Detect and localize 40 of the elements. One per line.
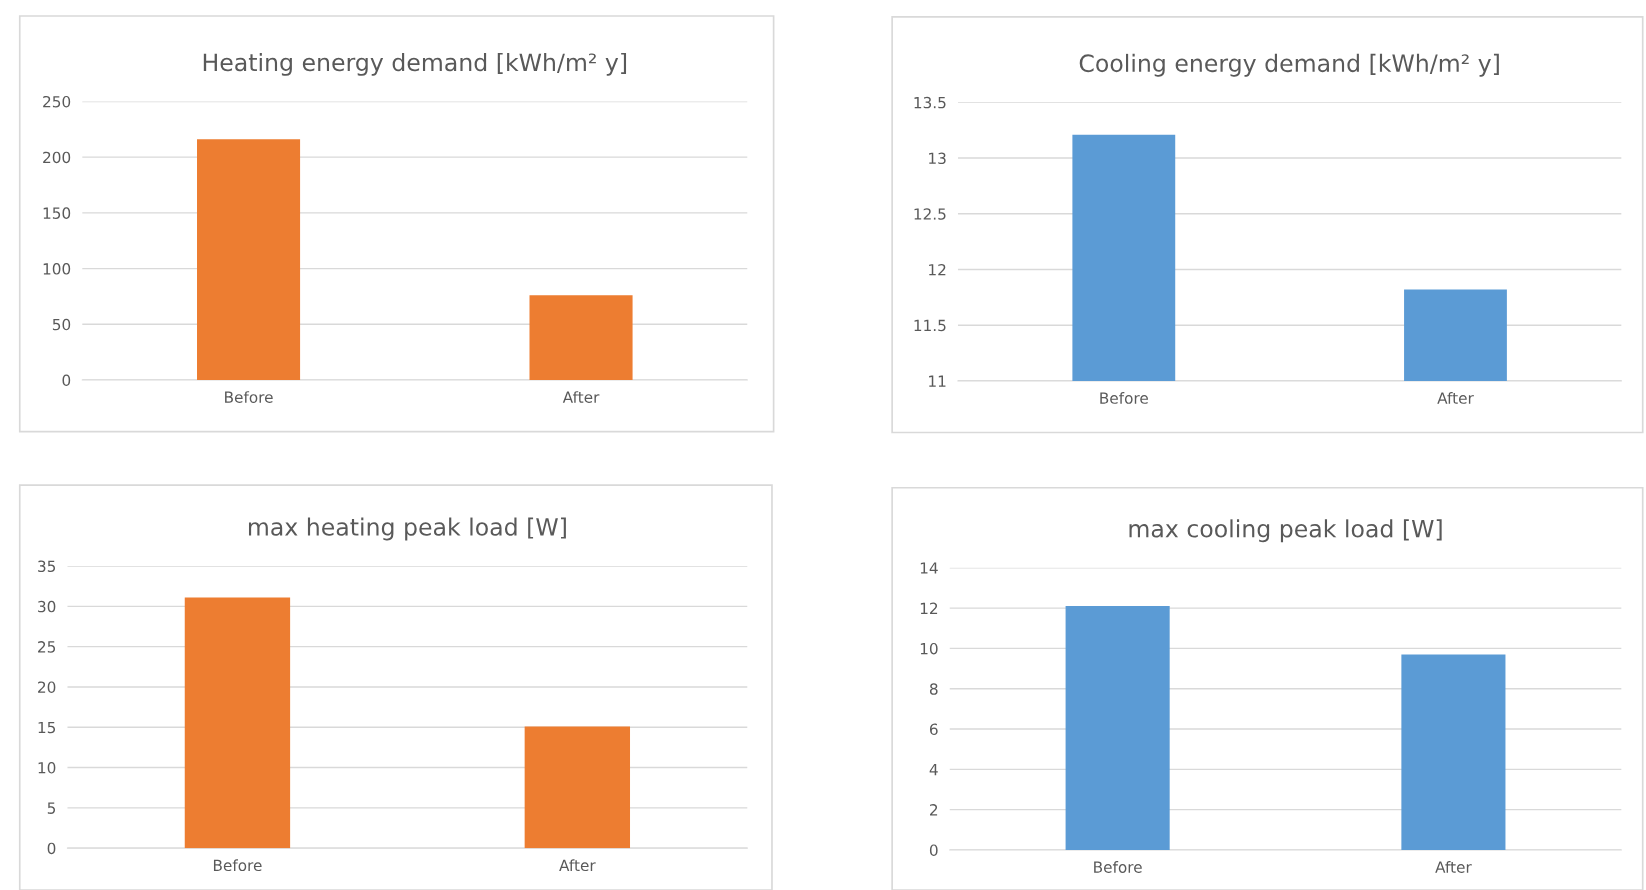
x-tick-label: Before <box>1100 392 1148 404</box>
chart-title: max cooling peak load [W] <box>1129 519 1442 543</box>
x-tick-label: After <box>1435 861 1472 873</box>
y-tick-label: 250 <box>43 95 71 108</box>
y-tick-label: 100 <box>43 263 71 275</box>
x-tick-label: After <box>559 859 596 872</box>
y-tick-label: 30 <box>38 600 56 613</box>
y-tick-label: 5 <box>47 802 56 814</box>
y-tick-label: 12 <box>920 602 938 614</box>
chart-title: Cooling energy demand [kWh/m² y] <box>1079 53 1499 77</box>
y-tick-label: 35 <box>38 560 56 573</box>
x-tick-label: Before <box>225 391 273 403</box>
chart-title: Heating energy demand [kWh/m² y] <box>203 52 627 76</box>
y-tick-label: 13 <box>929 152 946 165</box>
y-tick-label: 20 <box>38 681 56 693</box>
y-tick-label: 4 <box>929 764 938 776</box>
y-tick-label: 200 <box>43 151 71 164</box>
x-tick-label: After <box>1437 392 1474 404</box>
y-tick-label: 6 <box>929 723 938 736</box>
y-tick-label: 13.5 <box>914 96 946 109</box>
y-tick-label: 10 <box>38 762 56 774</box>
y-tick-label: 11.5 <box>914 319 946 332</box>
y-tick-label: 150 <box>43 207 71 219</box>
y-tick-label: 50 <box>52 318 71 331</box>
y-tick-label: 12 <box>929 263 946 276</box>
y-tick-label: 15 <box>38 721 56 734</box>
y-tick-label: 12.5 <box>914 208 946 220</box>
y-tick-label: 2 <box>930 804 938 816</box>
x-tick-label: After <box>562 391 600 403</box>
y-tick-label: 10 <box>920 642 938 655</box>
y-tick-label: 25 <box>38 641 56 653</box>
y-tick-label: 0 <box>929 844 938 856</box>
x-tick-label: Before <box>1094 861 1142 873</box>
y-tick-label: 0 <box>62 374 71 387</box>
chart-title: max heating peak load [W] <box>248 517 566 541</box>
y-tick-label: 11 <box>929 375 946 387</box>
y-tick-label: 8 <box>929 683 938 695</box>
y-tick-label: 0 <box>47 842 56 855</box>
x-tick-label: Before <box>213 859 262 872</box>
y-tick-label: 14 <box>920 562 938 574</box>
